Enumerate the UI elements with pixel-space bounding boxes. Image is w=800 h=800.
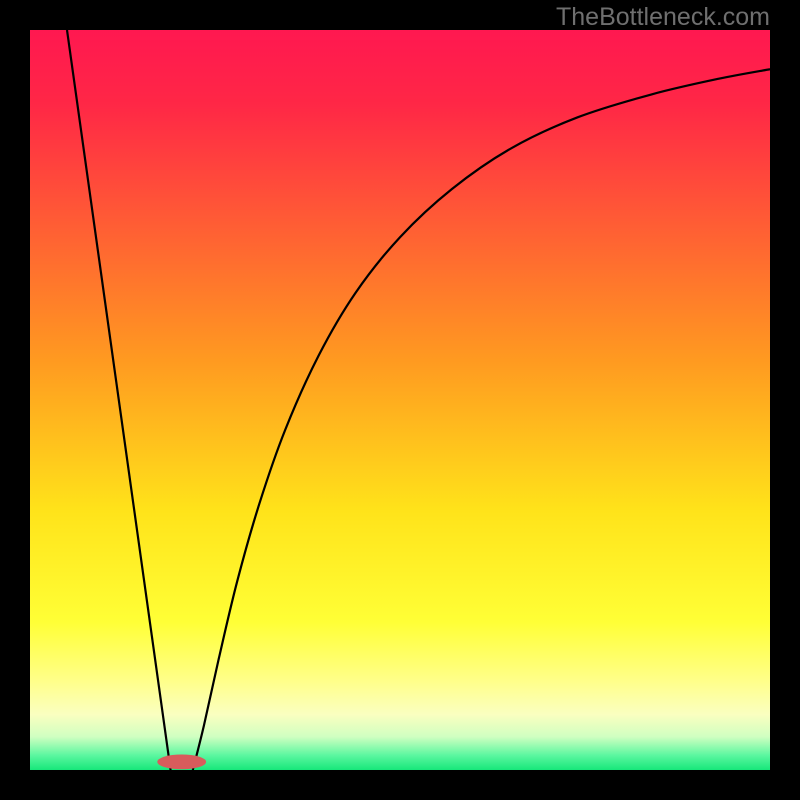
chart-container: { "canvas": { "width": 800, "height": 80… [0,0,800,800]
gradient-background [30,30,770,770]
plot-svg [30,30,770,770]
plot-area [30,30,770,770]
watermark-text: TheBottleneck.com [556,3,770,32]
bottleneck-marker [157,754,206,769]
